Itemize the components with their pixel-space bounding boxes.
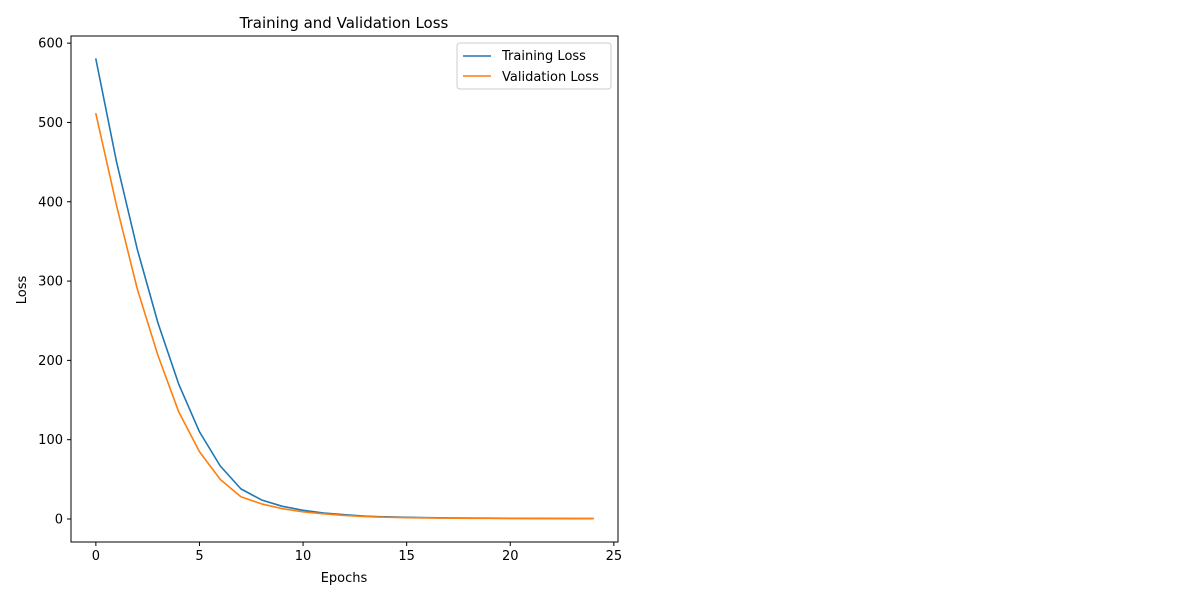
legend-label-training: Training Loss [501, 49, 586, 64]
chart-title: Training and Validation Loss [239, 14, 449, 32]
x-axis-label: Epochs [321, 571, 368, 586]
plot-frame [70, 35, 619, 543]
training-loss-line [95, 58, 594, 520]
axis-ticks: 0 5 10 15 20 25 0 100 200 300 400 500 600 [38, 37, 622, 564]
y-axis-label: Loss [15, 276, 30, 305]
legend: Training Loss Validation Loss [456, 42, 612, 90]
validation-loss-line [95, 112, 594, 520]
x-tick-label: 5 [195, 549, 203, 564]
x-tick-label: 10 [295, 549, 312, 564]
legend-label-validation: Validation Loss [502, 70, 599, 85]
y-tick-label: 400 [38, 195, 63, 210]
x-tick-label: 25 [606, 549, 623, 564]
y-tick-label: 200 [38, 354, 63, 369]
y-tick-label: 0 [55, 513, 63, 528]
y-tick-label: 100 [38, 433, 63, 448]
legend-box [456, 42, 612, 90]
series-lines [95, 58, 594, 520]
x-tick-label: 15 [398, 549, 415, 564]
x-tick-label: 0 [92, 549, 100, 564]
y-tick-label: 600 [38, 37, 63, 52]
x-tick-label: 20 [502, 549, 519, 564]
y-tick-label: 500 [38, 116, 63, 131]
y-tick-label: 300 [38, 275, 63, 290]
